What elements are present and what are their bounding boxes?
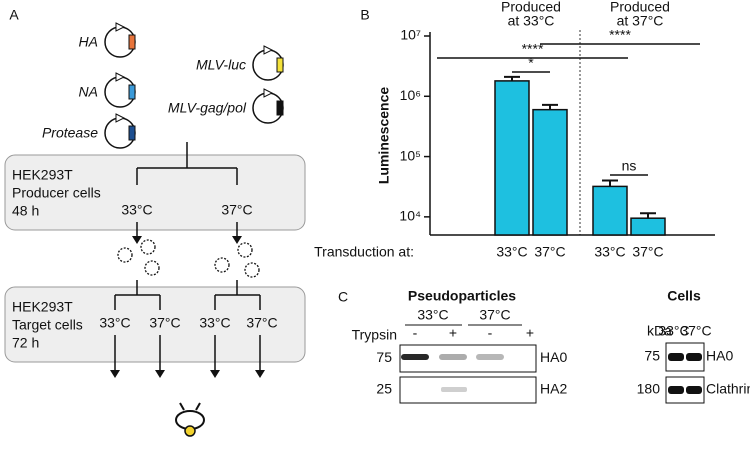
group-label: Produced bbox=[501, 0, 561, 15]
plasmid-label: NA bbox=[79, 84, 98, 100]
plasmid-arrow bbox=[263, 45, 274, 55]
band bbox=[668, 353, 684, 361]
band-label: HA0 bbox=[706, 348, 733, 364]
y-tick-label: 10⁴ bbox=[399, 208, 421, 224]
plasmid-arrow bbox=[115, 72, 126, 82]
significance-label: **** bbox=[522, 41, 544, 57]
producer-info: HEK293T bbox=[12, 167, 73, 183]
marker-label: 75 bbox=[376, 349, 392, 365]
treatment-sign: + bbox=[526, 325, 534, 341]
x-tick-label: 37°C bbox=[632, 244, 663, 260]
bar bbox=[630, 217, 666, 236]
plasmid-label: HA bbox=[79, 34, 98, 50]
producer-info: 48 h bbox=[12, 203, 39, 219]
temp-label: 33°C bbox=[658, 323, 689, 339]
plasmid-insert bbox=[128, 34, 136, 50]
blot bbox=[399, 376, 537, 404]
plasmid-insert bbox=[128, 125, 136, 141]
flow-lines bbox=[114, 142, 261, 370]
band bbox=[401, 354, 429, 360]
target-info: HEK293T bbox=[12, 299, 73, 315]
y-tick-label: 10⁷ bbox=[400, 27, 421, 43]
unit-label: kDa bbox=[647, 323, 672, 339]
target-temp: 37°C bbox=[246, 315, 277, 331]
treatment-label: Trypsin bbox=[352, 327, 397, 343]
significance-label: * bbox=[528, 55, 534, 71]
plasmid-arrow bbox=[115, 22, 126, 32]
producer-box bbox=[4, 154, 306, 231]
temp-label: 33°C bbox=[417, 307, 448, 323]
y-tick-label: 10⁶ bbox=[400, 87, 421, 103]
blot-title: Cells bbox=[667, 288, 701, 304]
plasmid-label: MLV-gag/pol bbox=[168, 100, 247, 116]
bar bbox=[494, 80, 530, 236]
band-label: HA2 bbox=[540, 381, 567, 397]
blot-title: Pseudoparticles bbox=[408, 288, 516, 304]
band bbox=[439, 354, 467, 360]
plasmid-arrow bbox=[263, 88, 274, 98]
target-info: 72 h bbox=[12, 335, 39, 351]
producer-temp: 33°C bbox=[121, 202, 152, 218]
producer-info: Producer cells bbox=[12, 185, 101, 201]
plasmid-insert bbox=[128, 84, 136, 100]
marker-label: 25 bbox=[376, 381, 392, 397]
target-temp: 33°C bbox=[99, 315, 130, 331]
band bbox=[476, 354, 504, 360]
target-temp: 37°C bbox=[149, 315, 180, 331]
error-bar bbox=[542, 103, 558, 110]
virus-icons bbox=[117, 239, 260, 278]
temp-label: 37°C bbox=[479, 307, 510, 323]
marker-label: 180 bbox=[637, 381, 661, 397]
plasmid-label: MLV-luc bbox=[196, 57, 246, 73]
panel-letter: B bbox=[360, 7, 369, 23]
y-axis-label: Luminescence bbox=[376, 87, 392, 184]
band bbox=[441, 387, 467, 392]
x-tick-label: 37°C bbox=[534, 244, 565, 260]
error-bar bbox=[504, 75, 520, 81]
group-label: at 33°C bbox=[508, 13, 555, 29]
plasmid-arrow bbox=[115, 113, 126, 123]
error-bar bbox=[640, 212, 656, 219]
significance-label: ns bbox=[622, 158, 637, 174]
y-tick-label: 10⁵ bbox=[400, 147, 421, 163]
treatment-sign: + bbox=[449, 325, 457, 341]
bar bbox=[532, 108, 568, 236]
x-axis-label: Transduction at: bbox=[314, 244, 414, 260]
plasmid-label: Protease bbox=[42, 125, 98, 141]
band bbox=[686, 353, 702, 361]
temp-label: 37°C bbox=[680, 323, 711, 339]
bar bbox=[592, 185, 628, 236]
group-label: at 37°C bbox=[617, 13, 664, 29]
target-info: Target cells bbox=[12, 317, 83, 333]
band bbox=[686, 386, 702, 394]
x-tick-label: 33°C bbox=[496, 244, 527, 260]
plasmid-insert bbox=[276, 100, 284, 116]
treatment-sign: - bbox=[413, 325, 418, 341]
x-tick-label: 33°C bbox=[594, 244, 625, 260]
target-box bbox=[4, 286, 306, 363]
error-bar bbox=[602, 179, 618, 187]
panel-letter: A bbox=[9, 7, 19, 23]
producer-temp: 37°C bbox=[221, 202, 252, 218]
band-label: HA0 bbox=[540, 349, 567, 365]
group-label: Produced bbox=[610, 0, 670, 15]
significance-label: **** bbox=[609, 27, 631, 43]
marker-label: 75 bbox=[644, 348, 660, 364]
target-temp: 33°C bbox=[199, 315, 230, 331]
plasmid-insert bbox=[276, 57, 284, 73]
firefly-icon bbox=[175, 402, 205, 437]
band bbox=[668, 386, 684, 394]
panel-letter: C bbox=[338, 289, 348, 305]
band-label: Clathrin bbox=[706, 381, 750, 397]
treatment-sign: - bbox=[488, 325, 493, 341]
